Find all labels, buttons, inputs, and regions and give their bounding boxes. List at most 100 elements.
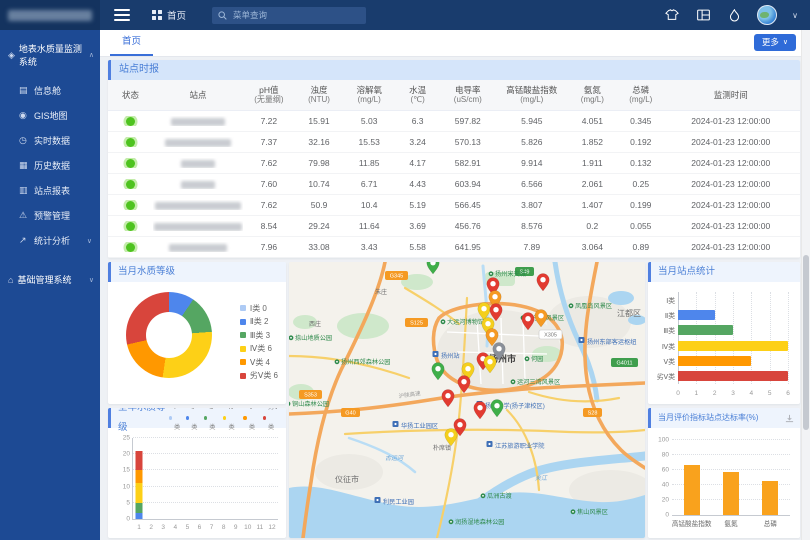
legend-item[interactable]: Ⅴ类 4 [240,357,278,368]
station-name-redacted [165,139,231,147]
table-row: 7.2215.915.036.3597.825.9454.0510.345202… [108,111,800,132]
sidebar-group-surface-water-system[interactable]: ◈ 地表水质量监测系统 ∧ [0,30,100,78]
hamburger-menu-icon[interactable] [114,9,130,21]
legend-item[interactable]: 劣Ⅴ类 6 [240,370,278,381]
sidebar-item-alert-management[interactable]: ⚠预警管理 [0,203,100,228]
hbar-row: Ⅳ类 [678,338,788,353]
menu-search-input[interactable] [231,9,345,21]
topbar: 首页 ∨ [100,0,810,30]
bar [678,310,715,320]
table-row: 7.3732.1615.533.24570.135.8261.8520.1922… [108,132,800,153]
sidebar-item-history-data[interactable]: ▦历史数据 [0,153,100,178]
road-badge: G4011 [611,358,638,367]
table-cell: 50.9 [295,200,343,210]
table-cell: 8.576 [495,221,568,231]
info-center-icon: ▤ [19,85,34,96]
table-cell: 3.807 [495,200,568,210]
sidebar-item-gis-map[interactable]: ◉GIS地图 [0,103,100,128]
more-button[interactable]: 更多 ∨ [754,34,796,51]
user-menu-chevron-icon[interactable]: ∨ [792,11,798,20]
sidebar-item-statistic-analysis[interactable]: ↗统计分析∨ [0,228,100,253]
stacked-bar-segment [136,503,143,513]
sidebar-item-label: 实时数据 [34,134,70,147]
svg-text:润扬湿地森林公园: 润扬湿地森林公园 [455,518,505,526]
x-axis-tick: 0 [676,390,680,397]
svg-text:S353: S353 [304,393,317,399]
column-header: 浊度(NTU) [295,85,343,106]
legend-item[interactable]: Ⅰ类 [169,408,181,438]
sidebar-item-station-report[interactable]: ▥站点报表 [0,178,100,203]
column-header: 站点 [153,90,243,101]
station-name-redacted [171,118,225,126]
legend-item[interactable]: Ⅱ类 [186,408,199,438]
tab-home[interactable]: 首页 [110,30,153,56]
sidebar-item-realtime-data[interactable]: ◷实时数据 [0,128,100,153]
x-axis-tick: 3 [731,390,735,397]
panel-title: 当月水质等级 [118,262,175,282]
stacked-bar-segment [136,451,143,470]
menu-search[interactable] [212,7,366,24]
y-axis-tick: 60 [654,467,669,474]
table-cell: 570.13 [440,137,495,147]
month-quality-panel: 当月水质等级 Ⅰ类 0 Ⅱ类 2 Ⅲ类 3 Ⅳ类 6 Ⅴ类 4 劣Ⅴ类 6 [108,262,286,404]
road-badge: X305 [539,330,562,339]
statistic-analysis-icon: ↗ [19,235,34,246]
flame-icon[interactable] [726,7,742,23]
table-cell: 5.945 [495,116,568,126]
y-axis-tick: 15 [115,467,130,474]
column-header: 电导率(uS/cm) [440,85,495,106]
legend-item[interactable]: Ⅱ类 2 [240,316,278,327]
table-cell: 0.199 [617,200,665,210]
page-scrollbar-thumb[interactable] [803,255,809,430]
app-logo-area [0,0,100,30]
breadcrumb[interactable]: 首页 [152,8,186,22]
y-axis-tick: 100 [654,437,669,444]
x-axis-tick: 8 [222,524,226,531]
y-axis-tick: 0 [654,512,669,519]
legend-item[interactable]: Ⅰ类 0 [240,303,278,314]
y-axis-category: Ⅰ类 [650,295,675,305]
y-axis-category: Ⅲ类 [650,325,675,335]
table-cell: 5.826 [495,137,568,147]
legend-item[interactable]: 劣Ⅴ类 [263,408,282,438]
sidebar-group-base-management[interactable]: ⌂ 基础管理系统 ∨ [0,261,100,296]
status-online-dot [126,201,135,210]
theme-skin-icon[interactable] [664,7,680,23]
table-cell: 0.345 [617,116,665,126]
svg-text:大运河博物馆: 大运河博物馆 [447,318,484,326]
x-axis-tick: 5 [768,390,772,397]
table-cell: 7.62 [243,158,295,168]
table-cell: 32.16 [295,137,343,147]
chart-download-icon[interactable] [785,414,794,423]
legend-item[interactable]: Ⅳ类 [223,408,238,438]
monitor-time-cell: 2024-01-23 12:00:00 [665,158,796,168]
svg-text:G345: G345 [390,274,403,280]
table-cell: 7.62 [243,200,295,210]
map[interactable]: 沪陕高速 G345S49G40S353S28G4011X305S125古运河夹江… [289,262,645,538]
legend-item[interactable]: Ⅲ类 3 [240,330,278,341]
svg-text:江都区: 江都区 [617,309,641,318]
donut-chart [126,292,212,378]
sidebar-item-info-center[interactable]: ▤信息舱 [0,78,100,103]
legend-item[interactable]: Ⅴ类 [243,408,257,438]
legend-item[interactable]: Ⅳ类 6 [240,343,278,354]
table-cell: 0.132 [617,158,665,168]
city-label: 西庄 [309,320,321,328]
table-cell: 8.54 [243,221,295,231]
svg-text:西庄: 西庄 [309,320,321,328]
tabbar: 首页 更多 ∨ [100,30,810,57]
road-badge: S28 [583,408,602,417]
user-avatar[interactable] [757,5,777,25]
panel-title: 站点时报 [108,60,800,80]
layout-screen-icon[interactable] [695,7,711,23]
system-icon: ◈ [8,50,15,61]
station-name-redacted [181,160,215,168]
svg-text:G4011: G4011 [616,361,632,367]
scenic-poi-label: 润扬湿地森林公园 [449,518,505,526]
legend-item[interactable]: Ⅲ类 [204,408,218,438]
status-online-dot [126,159,135,168]
column-header: 监测时间 [665,90,796,101]
x-axis-tick: 7 [210,524,214,531]
status-online-dot [126,222,135,231]
svg-text:朱庄: 朱庄 [375,288,387,296]
